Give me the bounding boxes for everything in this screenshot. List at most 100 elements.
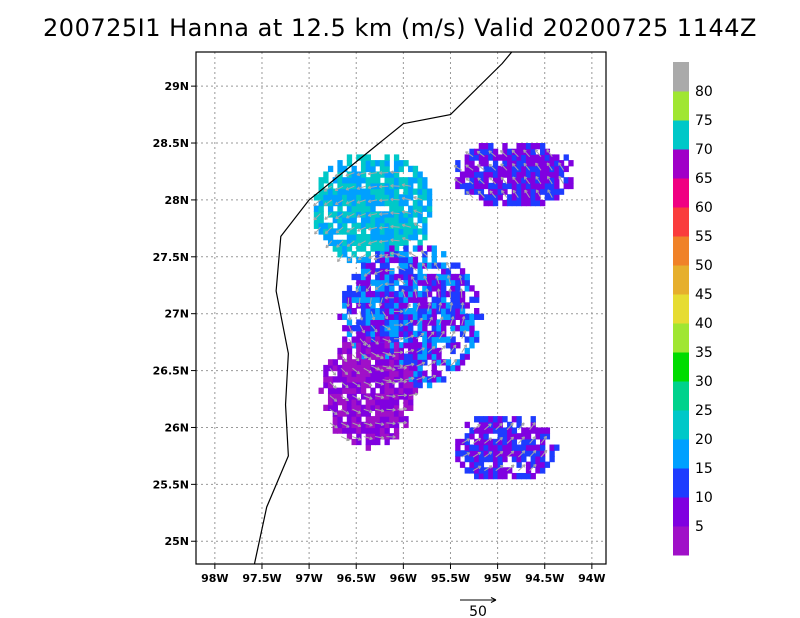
wind-vector bbox=[459, 275, 463, 285]
wind-cell bbox=[384, 416, 390, 423]
wind-cell bbox=[360, 154, 367, 161]
wind-vector-head bbox=[523, 162, 527, 167]
wind-cell bbox=[535, 143, 541, 150]
wind-vector-head bbox=[459, 288, 464, 292]
wind-cell bbox=[384, 336, 390, 343]
wind-cell bbox=[422, 376, 428, 383]
wind-cell bbox=[398, 370, 404, 377]
wind-cell bbox=[360, 268, 367, 275]
wind-cell bbox=[393, 245, 400, 252]
wind-cell bbox=[511, 165, 518, 173]
wind-vector-head bbox=[466, 452, 471, 456]
wind-cell bbox=[422, 313, 428, 320]
wind-cell bbox=[379, 165, 386, 173]
wind-cell bbox=[417, 216, 423, 224]
wind-cell bbox=[516, 165, 522, 173]
wind-cell bbox=[398, 251, 404, 258]
wind-cell bbox=[497, 455, 503, 463]
wind-vector bbox=[368, 226, 378, 231]
wind-cell bbox=[535, 194, 541, 201]
wind-cell bbox=[469, 467, 475, 474]
wind-vector bbox=[535, 162, 542, 171]
wind-cell bbox=[384, 308, 390, 315]
wind-vector bbox=[511, 149, 519, 158]
wind-vector bbox=[382, 365, 392, 369]
wind-vector bbox=[495, 437, 503, 444]
wind-cell bbox=[511, 450, 518, 457]
wind-cell bbox=[412, 330, 419, 338]
wind-cell bbox=[356, 416, 362, 423]
wind-vector bbox=[375, 283, 383, 290]
wind-vector-head bbox=[499, 464, 504, 469]
wind-cell bbox=[365, 205, 371, 212]
wind-vector-head bbox=[400, 336, 404, 341]
wind-cell bbox=[379, 188, 386, 195]
wind-cell bbox=[342, 376, 348, 383]
wind-cell bbox=[356, 234, 362, 241]
wind-cell bbox=[422, 336, 428, 343]
wind-cell bbox=[422, 262, 428, 269]
wind-cell bbox=[459, 177, 466, 184]
wind-cell bbox=[389, 245, 395, 252]
wind-cell bbox=[417, 239, 423, 247]
wind-cell bbox=[384, 438, 390, 446]
wind-vector bbox=[374, 354, 384, 359]
wind-vector bbox=[461, 316, 465, 326]
wind-cell bbox=[544, 171, 551, 178]
wind-cell bbox=[375, 222, 381, 229]
wind-cell bbox=[389, 273, 395, 281]
wind-vector-head bbox=[392, 435, 396, 439]
wind-cell bbox=[379, 239, 386, 247]
wind-cell bbox=[445, 313, 452, 320]
wind-vector bbox=[402, 224, 412, 228]
wind-cell bbox=[450, 273, 456, 281]
wind-vector-head bbox=[355, 357, 360, 362]
wind-cell bbox=[502, 188, 508, 195]
wind-cell bbox=[426, 376, 433, 383]
wind-cell bbox=[417, 330, 423, 338]
wind-cell bbox=[346, 285, 353, 292]
wind-cell bbox=[417, 364, 423, 372]
wind-cell bbox=[327, 188, 334, 195]
wind-cell bbox=[525, 171, 532, 178]
wind-vector-head bbox=[410, 334, 415, 339]
wind-cell bbox=[497, 438, 503, 446]
wind-cell bbox=[351, 194, 357, 201]
wind-vector-head bbox=[371, 316, 376, 321]
wind-cell bbox=[464, 450, 470, 457]
wind-cell bbox=[384, 285, 390, 292]
wind-vector-head bbox=[378, 303, 383, 307]
wind-cell bbox=[516, 160, 522, 167]
wind-cell bbox=[525, 194, 532, 201]
wind-vector bbox=[363, 408, 373, 413]
wind-cell bbox=[403, 404, 409, 411]
wind-cell bbox=[370, 216, 376, 224]
wind-cell bbox=[356, 387, 362, 394]
wind-cell bbox=[544, 177, 551, 184]
wind-vector-head bbox=[524, 189, 528, 194]
wind-cell bbox=[389, 216, 395, 224]
wind-cell bbox=[384, 194, 390, 201]
wind-cell bbox=[403, 370, 409, 377]
wind-vector bbox=[465, 164, 474, 171]
wind-cell bbox=[478, 188, 485, 195]
wind-cell bbox=[436, 319, 442, 326]
wind-cell bbox=[370, 165, 376, 173]
wind-cell bbox=[389, 285, 395, 292]
wind-cell bbox=[375, 290, 381, 298]
wind-vector bbox=[368, 213, 378, 217]
wind-cell bbox=[384, 228, 390, 235]
wind-cell bbox=[412, 342, 419, 349]
wind-cell bbox=[346, 234, 353, 241]
wind-vector-head bbox=[401, 223, 406, 228]
wind-vector bbox=[386, 408, 396, 411]
wind-cell bbox=[544, 194, 551, 201]
wind-vector bbox=[476, 150, 485, 158]
wind-vector bbox=[359, 311, 363, 321]
wind-cell bbox=[431, 336, 437, 343]
wind-cell bbox=[384, 319, 390, 326]
wind-vector-head bbox=[401, 196, 406, 201]
wind-cell bbox=[412, 165, 419, 173]
wind-vector bbox=[427, 302, 431, 312]
wind-cell bbox=[544, 154, 551, 161]
